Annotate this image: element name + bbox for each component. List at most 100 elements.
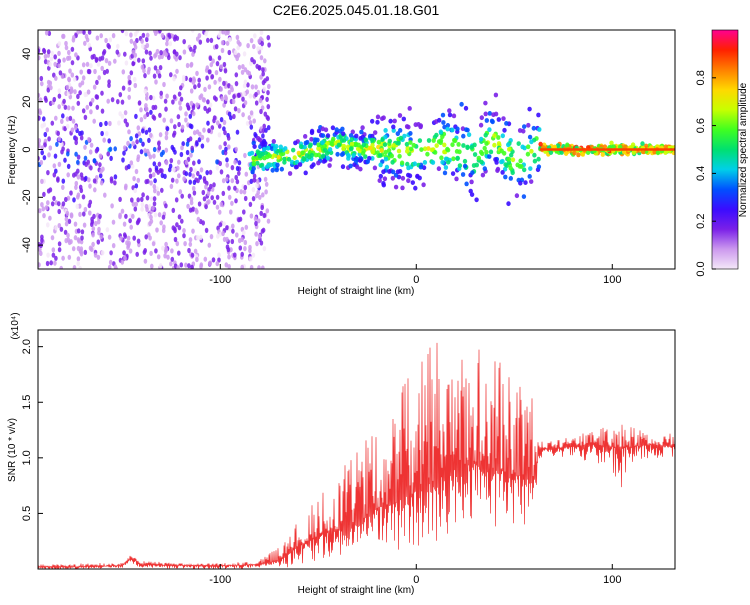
spectrogram-cell <box>62 98 66 104</box>
spectrogram-cell <box>408 131 413 136</box>
spectrogram-cell <box>258 163 264 169</box>
spectrogram-cell <box>149 109 153 115</box>
spectrogram-cell <box>197 82 201 88</box>
spectrogram-cell <box>370 156 375 161</box>
spectrogram-cell <box>438 129 443 135</box>
spectrogram-cell <box>93 187 97 193</box>
spectrogram-cell <box>131 201 136 207</box>
spectrogram-cell <box>464 127 469 133</box>
spectrogram-cell <box>45 127 50 133</box>
spectrogram-cell <box>321 159 327 164</box>
spectrogram-cell <box>531 125 536 131</box>
spectrogram-cell <box>225 244 230 250</box>
spectrogram-cell <box>266 35 271 41</box>
spectrogram-cell <box>141 141 145 147</box>
spectrogram-cell <box>160 168 164 174</box>
spectrogram-cell <box>249 213 254 219</box>
spectrogram-cell <box>643 143 649 149</box>
spectrogram-cell <box>110 203 114 209</box>
spectrogram-cell <box>40 150 44 156</box>
spectrogram-cell <box>482 166 487 172</box>
spectrogram-cell <box>83 92 88 98</box>
spectrogram-cell <box>201 189 206 196</box>
spectrogram-cell <box>381 181 386 186</box>
spectrogram-cell <box>354 133 359 139</box>
spectrogram-cell <box>417 175 422 181</box>
spectrogram-cell <box>186 104 191 111</box>
spectrogram-cell <box>62 57 66 63</box>
spectrogram-cell <box>162 81 166 88</box>
spectrogram-cell <box>109 250 113 256</box>
spectrogram-cell <box>508 176 513 181</box>
spectrogram-cell <box>253 33 257 39</box>
spectrogram-cell <box>122 232 127 238</box>
spectrogram-cell <box>93 68 97 75</box>
spectrogram-cell <box>78 82 82 88</box>
spectrogram-cell <box>398 127 403 133</box>
spectrogram-cell <box>126 242 131 248</box>
spectrogram-cell <box>127 74 131 81</box>
spectrogram-cell <box>188 207 193 213</box>
spectrogram-cell <box>215 61 220 67</box>
spectrogram-cell <box>148 167 152 173</box>
spectrogram-cell <box>345 144 351 150</box>
spectrogram-cell <box>74 180 79 187</box>
spectrogram-cell <box>340 164 346 170</box>
spectrogram-cell <box>74 136 79 142</box>
spectrogram-cell <box>104 58 109 64</box>
spectrogram-cell <box>50 50 55 57</box>
spectrogram-cell <box>171 225 176 231</box>
spectrogram-cell <box>47 152 51 158</box>
spectrogram-cell <box>98 162 102 168</box>
spectrogram-cell <box>509 152 514 158</box>
spectrogram-cell <box>107 82 111 88</box>
spectrogram-cell <box>227 111 232 117</box>
spectrogram-cell <box>312 140 318 146</box>
spectrogram-cell <box>83 144 87 150</box>
spectrogram-cell <box>184 117 188 123</box>
spectrogram-cell <box>144 49 149 55</box>
spectrogram-cell <box>471 163 477 168</box>
spectrogram-cell <box>54 75 58 81</box>
spectrogram-cell <box>330 138 335 144</box>
spectrogram-cell <box>193 84 197 90</box>
spectrogram-y-tick-label: 0 <box>21 146 33 152</box>
spectrogram-cell <box>161 245 165 251</box>
spectrogram-cell <box>136 177 141 183</box>
spectrogram-cell <box>229 84 234 90</box>
spectrogram-cell <box>161 214 166 220</box>
spectrogram-cell <box>180 124 185 130</box>
spectrogram-cell <box>75 203 80 209</box>
spectrogram-cell <box>257 153 263 159</box>
spectrogram-cell <box>153 104 158 110</box>
spectrogram-cell <box>251 161 256 166</box>
spectrogram-cell <box>167 54 171 61</box>
spectrogram-cell <box>363 137 369 143</box>
spectrogram-cell <box>609 140 614 146</box>
spectrogram-cell <box>42 48 47 55</box>
spectrogram-cell <box>179 262 184 268</box>
spectrogram-cell <box>92 118 96 124</box>
spectrogram-cell <box>377 178 382 184</box>
spectrogram-cell <box>472 142 477 148</box>
spectrogram-cell <box>271 139 276 144</box>
spectrogram-cell <box>155 227 159 233</box>
spectrogram-cell <box>443 165 449 170</box>
spectrogram-cell <box>470 170 475 176</box>
spectrogram-cell <box>57 241 62 247</box>
spectrogram-cell <box>451 156 456 162</box>
spectrogram-cell <box>529 148 534 154</box>
spectrogram-cell <box>230 200 234 206</box>
spectrogram-cell <box>52 163 57 169</box>
spectrogram-cell <box>264 127 268 133</box>
spectrogram-cell <box>79 135 84 141</box>
spectrogram-cell <box>132 76 137 83</box>
spectrogram-cell <box>207 199 211 205</box>
spectrogram-cell <box>254 91 258 98</box>
spectrogram-cell <box>140 64 145 70</box>
spectrogram-cell <box>492 133 497 139</box>
spectrogram-cell <box>119 235 123 241</box>
spectrogram-cell <box>149 250 153 256</box>
spectrogram-cell <box>248 120 253 126</box>
spectrogram-cell <box>518 158 523 164</box>
